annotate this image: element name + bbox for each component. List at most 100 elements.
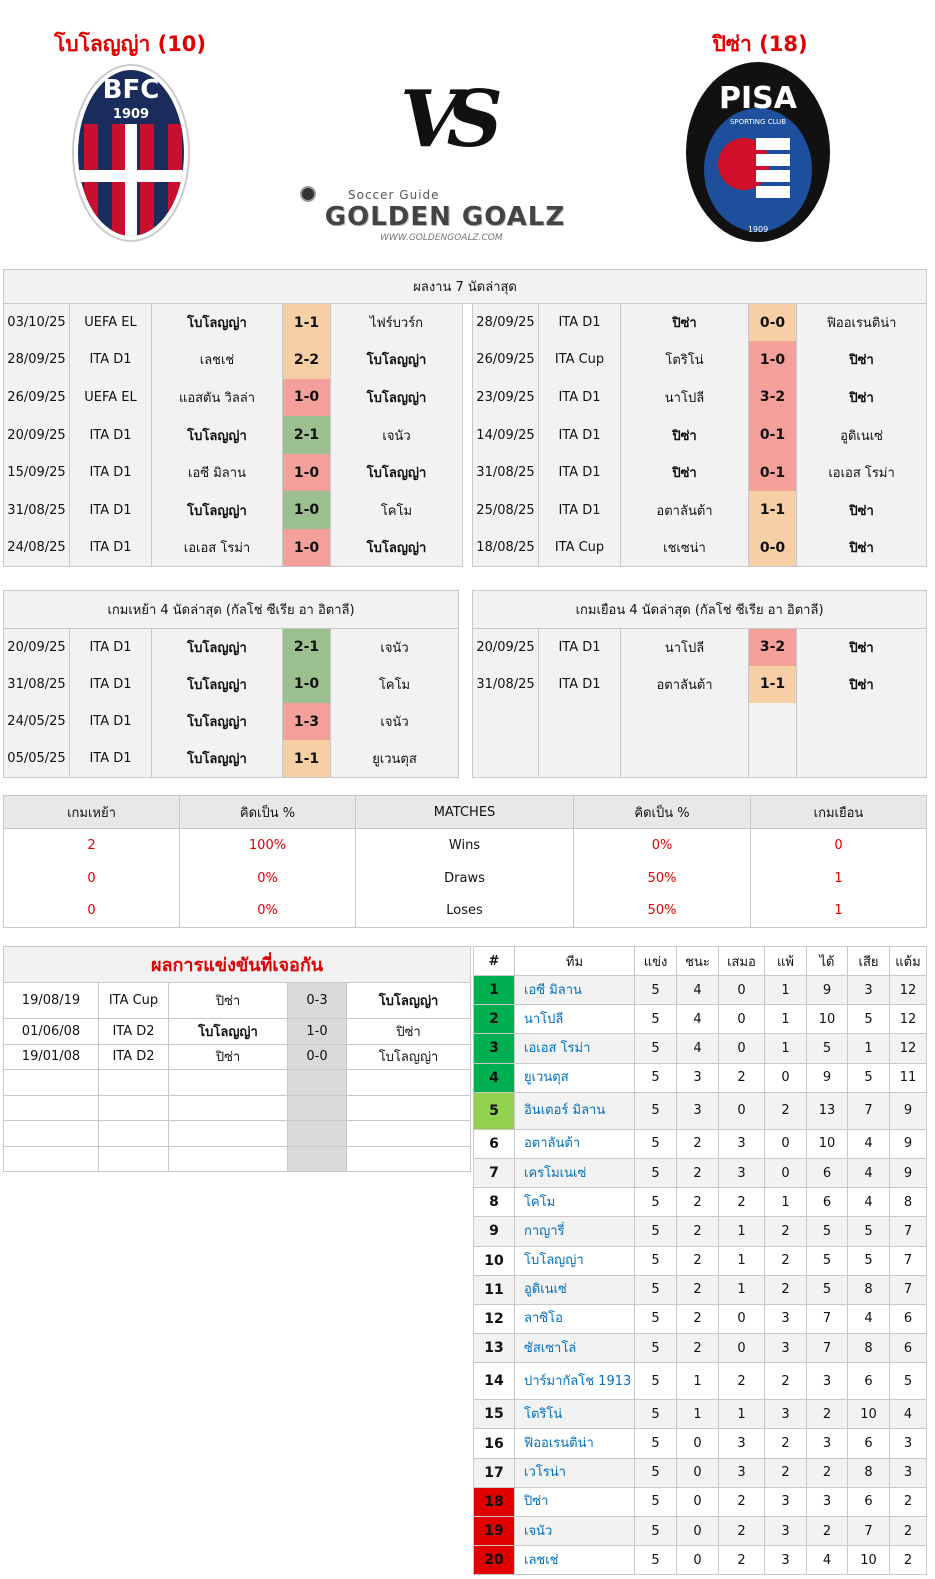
match-score[interactable]: 0-0 [287,1043,347,1070]
home-team[interactable]: แอสตัน วิลล่า [151,378,283,417]
team-link[interactable]: เลชเช่ [514,1545,635,1576]
home-team[interactable]: เอเอส โรม่า [151,529,283,568]
match-score[interactable]: 1-0 [282,665,331,704]
team-link[interactable]: ยูเวนตุส [514,1062,635,1093]
match-score[interactable]: 2-1 [282,416,331,454]
match-score[interactable]: 0-1 [748,416,797,454]
match-score[interactable]: 0-1 [748,453,797,492]
home-team[interactable]: เอซี มิลาน [151,453,283,492]
home-team[interactable]: โบโลญญ่า [151,628,283,666]
team-link[interactable]: ฟิออเรนติน่า [514,1428,635,1459]
away-team[interactable]: โคโม [329,665,460,704]
match-score[interactable]: 2-1 [282,628,331,666]
match-score[interactable]: 1-1 [748,665,798,704]
away-team[interactable]: ปิซ่า [345,1018,472,1045]
away-team[interactable]: ปิซ่า [795,491,928,530]
team-link[interactable]: นาโปลี [514,1004,635,1035]
match-score[interactable]: 1-1 [282,303,331,342]
away-team[interactable]: โบโลญญ่า [330,529,463,568]
standings-row: 13 ซัสเซาโล่ 5 2 0 3 7 8 6 [473,1333,927,1364]
away-team[interactable]: ปิซ่า [795,341,928,379]
home-team[interactable]: โบโลญญ่า [151,491,283,530]
away-team[interactable]: โบโลญญ่า [345,1043,472,1070]
away-team[interactable]: เจนัว [330,416,463,454]
team-link[interactable]: ปาร์มากัลโช 1913 [514,1362,635,1401]
away-team[interactable]: ปิซ่า [796,628,928,666]
home-team[interactable]: อตาลันต้า [620,665,750,704]
home-team[interactable]: โบโลญญ่า [151,416,283,454]
away-team[interactable]: ปิซ่า [796,665,928,704]
home-team[interactable]: ปิซ่า [168,1043,288,1070]
away-team[interactable]: ยูเวนตุส [329,740,460,779]
team-link[interactable]: เวโรน่า [514,1457,635,1488]
away-team[interactable]: เจนัว [329,703,460,741]
home-team[interactable]: โตริโน่ [620,341,749,379]
match-score[interactable]: 1-1 [282,740,331,779]
away-team[interactable]: อูดิเนเซ่ [795,416,928,454]
away-team[interactable]: โบโลญญ่า [345,982,472,1019]
team-link[interactable]: อตาลันต้า [514,1128,635,1159]
stat-ga: 7 [847,1091,890,1130]
match-date: 19/08/19 [3,982,99,1019]
home-team[interactable]: อตาลันต้า [620,491,749,530]
standings-row: 6 อตาลันต้า 5 2 3 0 10 4 9 [473,1128,927,1159]
home-team[interactable]: โบโลญญ่า [168,1018,288,1045]
away-team[interactable]: เอเอส โรม่า [795,453,928,492]
match-score[interactable]: 0-0 [748,529,797,568]
stat-gf: 9 [806,1062,848,1093]
team-position: 7 [473,1157,515,1189]
away-team[interactable]: ปิซ่า [795,529,928,568]
home-team[interactable]: เชเซน่า [620,529,749,568]
home-team[interactable]: ปิซ่า [620,453,749,492]
away-team[interactable]: ไฟร์บวร์ก [330,303,463,342]
team-link[interactable]: โตริโน่ [514,1399,635,1430]
team-link[interactable]: โบโลญญ่า [514,1245,635,1276]
away-team[interactable]: โบโลญญ่า [330,453,463,492]
match-score[interactable]: 0-0 [748,303,797,342]
home-team[interactable]: เลชเช่ [151,341,283,379]
team-link[interactable]: ซัสเซาโล่ [514,1333,635,1364]
match-score[interactable]: 1-0 [282,529,331,568]
away-team[interactable]: โบโลญญ่า [330,341,463,379]
away-team[interactable]: เจนัว [329,628,460,666]
team-link[interactable]: ปิซ่า [514,1486,635,1518]
team-link[interactable]: โคโม [514,1187,635,1218]
match-score[interactable]: 1-0 [282,491,331,530]
team-link[interactable]: เจนัว [514,1515,635,1547]
match-score[interactable]: 2-2 [282,341,331,379]
away-team[interactable]: โคโม [330,491,463,530]
match-score[interactable]: 3-2 [748,378,797,417]
home-team[interactable]: ปิซ่า [620,303,749,342]
away-team[interactable]: ฟิออเรนติน่า [795,303,928,342]
match-score[interactable]: 1-3 [282,703,331,741]
match-score[interactable]: 1-0 [282,453,331,492]
team-link[interactable]: อูดิเนเซ่ [514,1274,635,1305]
home-team[interactable]: โบโลญญ่า [151,703,283,741]
home-team[interactable]: ปิซ่า [620,416,749,454]
match-score[interactable]: 1-1 [748,491,797,530]
team-link[interactable]: เอเอส โรม่า [514,1033,635,1064]
match-score[interactable]: 0-3 [287,982,347,1019]
match-score[interactable]: 1-0 [282,378,331,417]
home-team[interactable]: ปิซ่า [168,982,288,1019]
home-team[interactable]: นาโปลี [620,378,749,417]
match-score[interactable]: 3-2 [748,628,798,666]
stat-l: 2 [764,1216,807,1247]
match-score[interactable]: 1-0 [287,1018,347,1045]
empty-cell [287,1145,347,1172]
home-team[interactable]: โบโลญญ่า [151,303,283,342]
match-score[interactable]: 1-0 [748,341,797,379]
team-link[interactable]: เครโมเนเซ่ [514,1157,635,1189]
home-team[interactable]: นาโปลี [620,628,750,666]
team-link[interactable]: อินเตอร์ มิลาน [514,1091,635,1130]
home-team[interactable]: โบโลญญ่า [151,740,283,779]
away-team[interactable]: ปิซ่า [795,378,928,417]
bologna-logo: BFC 1909 [72,64,190,242]
team-link[interactable]: ลาซิโอ [514,1303,635,1335]
stat-w: 0 [676,1486,719,1518]
away-team[interactable]: โบโลญญ่า [330,378,463,417]
team-link[interactable]: กาญารี่ [514,1216,635,1247]
home-team[interactable]: โบโลญญ่า [151,665,283,704]
team-link[interactable]: เอซี มิลาน [514,974,635,1006]
match-competition: ITA D1 [69,529,152,568]
